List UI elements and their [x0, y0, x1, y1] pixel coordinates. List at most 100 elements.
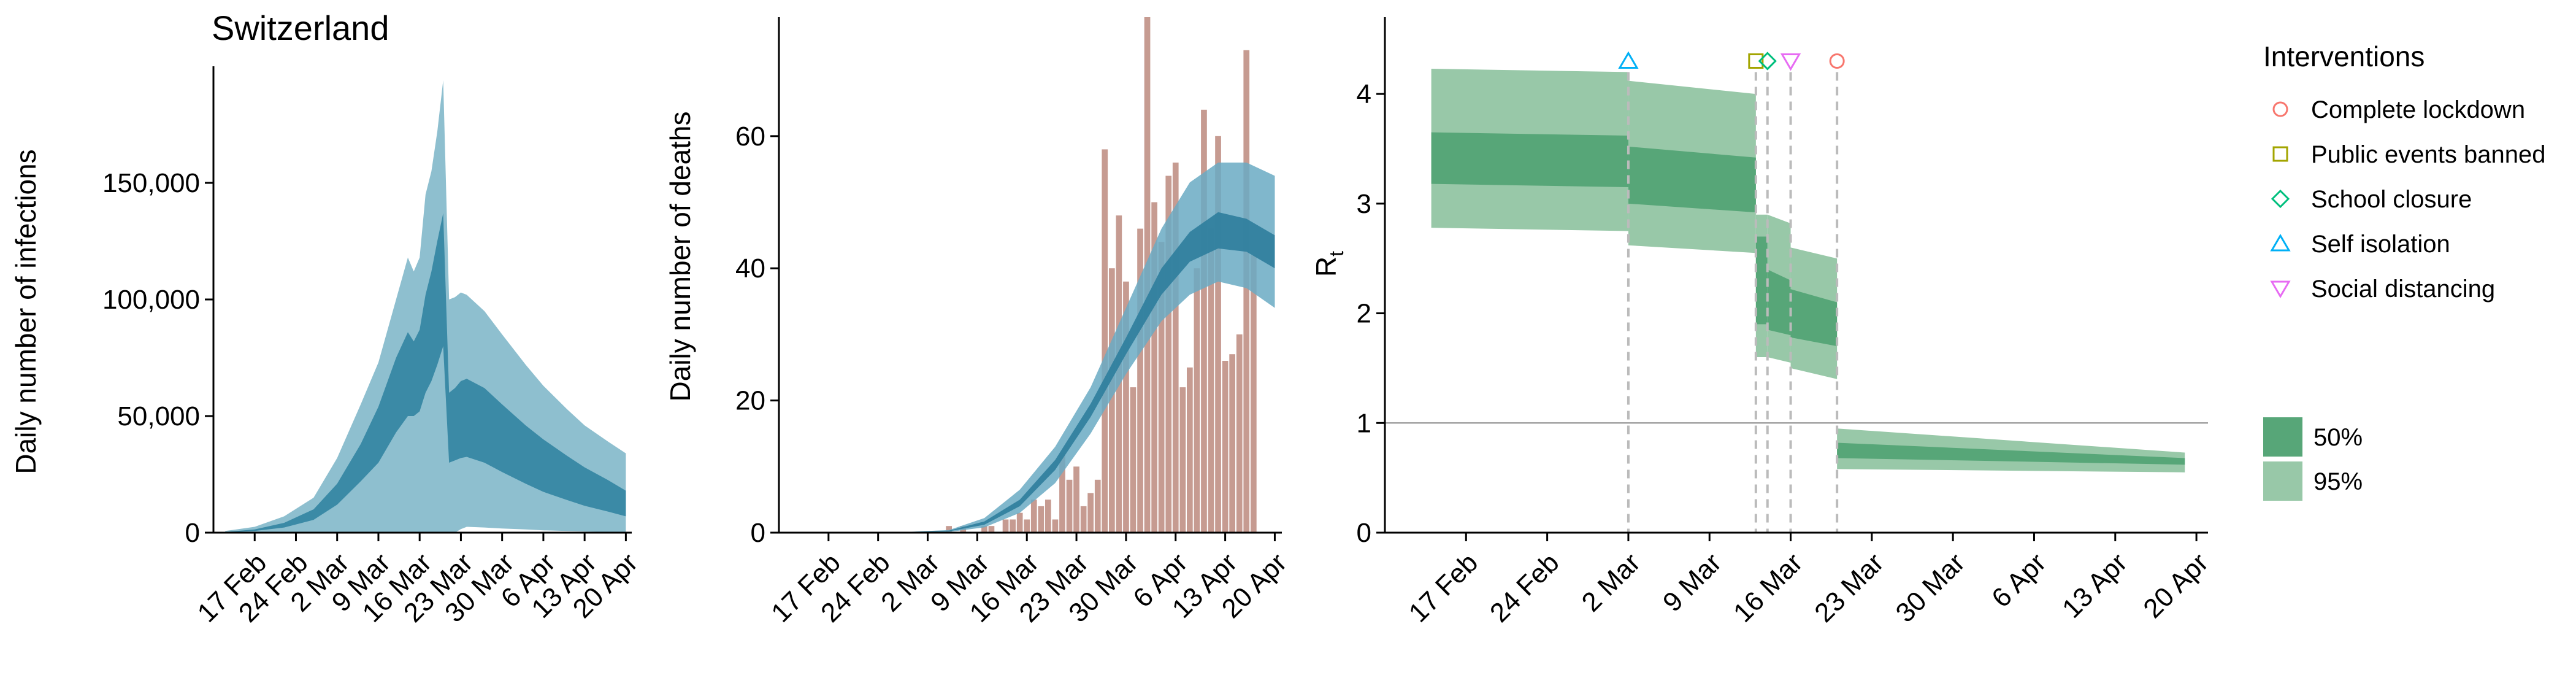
legend-band-swatch [2263, 461, 2302, 501]
infections-bands [225, 80, 626, 533]
rt-y-tick-label: 1 [1357, 408, 1371, 438]
death-bar [1024, 519, 1030, 533]
death-bar [1102, 149, 1108, 533]
legend-label: Social distancing [2311, 276, 2495, 303]
deaths-95-band [793, 162, 1275, 533]
death-bar [1130, 387, 1137, 533]
death-bar [1045, 500, 1051, 533]
infections-y-tick-label: 150,000 [102, 168, 200, 198]
rt-50-band [1767, 269, 1791, 336]
death-bar [1038, 506, 1045, 533]
rt-50-band [1431, 132, 1628, 188]
infections-y-tick-label: 100,000 [102, 285, 200, 315]
death-bar [1030, 500, 1037, 533]
death-bar [1151, 202, 1157, 533]
rt-ylabel: Rt [1310, 251, 1347, 277]
death-bar [1179, 387, 1186, 533]
rt-y-tick-label: 3 [1357, 189, 1371, 219]
legend-title: Interventions [2263, 41, 2425, 72]
death-bar [1201, 109, 1207, 533]
death-bar [1059, 453, 1065, 533]
legend-marker [2271, 189, 2290, 209]
death-bar [1123, 281, 1129, 533]
deaths-model-bands [793, 162, 1275, 533]
rt-x-tick-label: 6 Apr [1986, 547, 2052, 613]
infections-50-band [225, 213, 626, 533]
deaths-y-tick-label: 40 [735, 253, 765, 284]
rt-x-tick-label: 9 Mar [1657, 547, 1727, 617]
death-bar [1251, 255, 1257, 533]
legend-marker [2272, 146, 2288, 162]
rt-x-tick-label: 24 Feb [1484, 547, 1565, 628]
deaths-y-tick-label: 60 [735, 122, 765, 152]
rt-x-tick-label: 20 Apr [2137, 547, 2214, 624]
legend-marker [2270, 280, 2291, 298]
rt-50-band [1837, 442, 2185, 465]
death-bar [1222, 361, 1229, 533]
deaths-y-tick-label: 20 [735, 386, 765, 416]
infections-y-tick-label: 0 [185, 518, 200, 548]
intervention-marker [1829, 53, 1845, 69]
rt-50-band [1628, 146, 1756, 213]
rt-ylabel-sub: t [1325, 251, 1347, 257]
intervention-marker [1758, 52, 1777, 71]
rt-chart: 17 Feb 24 Feb 2 Mar 9 Mar 16 Mar 23 Mar 30 Mar… [1310, 17, 2214, 628]
legend-items: Complete lockdown Public events banned Sch… [2270, 96, 2546, 303]
legend-label: Public events banned [2311, 141, 2546, 168]
rt-y-tick-label: 4 [1357, 79, 1371, 109]
death-bar [1073, 466, 1079, 533]
death-bar [1165, 176, 1172, 533]
legend-band-items: 50% 95% [2263, 417, 2363, 501]
rt-x-tick-label: 16 Mar [1728, 547, 1808, 628]
figure-title: Switzerland [212, 9, 389, 47]
death-bar [1087, 493, 1094, 533]
death-bar [1010, 519, 1016, 533]
intervention-marker [1618, 51, 1639, 69]
rt-plot-area: 17 Feb 24 Feb 2 Mar 9 Mar 16 Mar 23 Mar 30 Mar… [1357, 17, 2214, 628]
death-bar [1243, 50, 1250, 533]
death-bar [1158, 242, 1165, 533]
deaths-ylabel: Daily number of deaths [664, 111, 696, 401]
rt-50-band [1790, 289, 1838, 347]
rt-bands [1431, 69, 2185, 473]
legend-band-swatch [2263, 417, 2302, 457]
rt-x-tick-label: 30 Mar [1890, 547, 1971, 628]
death-bar [988, 526, 995, 533]
death-bar [1208, 228, 1214, 533]
death-bar [1215, 136, 1221, 533]
intervention-marker [1748, 53, 1764, 69]
death-bar [1229, 354, 1235, 533]
death-bar [1052, 519, 1059, 533]
rt-x-tick-label: 2 Mar [1576, 547, 1646, 617]
rt-x-tick-label: 17 Feb [1403, 547, 1484, 628]
infections-y-tick-label: 50,000 [117, 401, 200, 431]
rt-y-tick-label: 2 [1357, 299, 1371, 329]
rt-ylabel-main: R [1310, 257, 1342, 277]
legend-band-label: 50% [2313, 424, 2363, 451]
legend-label: Self isolation [2311, 231, 2450, 258]
death-bar [1187, 367, 1193, 533]
deaths-50-band [793, 212, 1275, 533]
death-bar [1016, 512, 1023, 533]
rt-y-tick-label: 0 [1357, 518, 1371, 548]
death-bar [1066, 479, 1073, 533]
death-bar [981, 526, 987, 533]
death-bar [1002, 519, 1009, 533]
legend-label: Complete lockdown [2311, 96, 2525, 123]
deaths-y-tick-label: 0 [751, 518, 765, 548]
death-bar [1172, 162, 1179, 533]
intervention-marker [1780, 53, 1801, 71]
death-bar [1109, 268, 1115, 533]
death-bar [946, 526, 952, 533]
rt-x-tick-label: 23 Mar [1809, 547, 1889, 628]
rt-x-tick-label: 13 Apr [2057, 547, 2133, 624]
death-bar [1080, 506, 1087, 533]
legend-marker [2270, 234, 2291, 252]
legend-label: School closure [2311, 186, 2472, 213]
rt-interventions [1618, 51, 1845, 533]
